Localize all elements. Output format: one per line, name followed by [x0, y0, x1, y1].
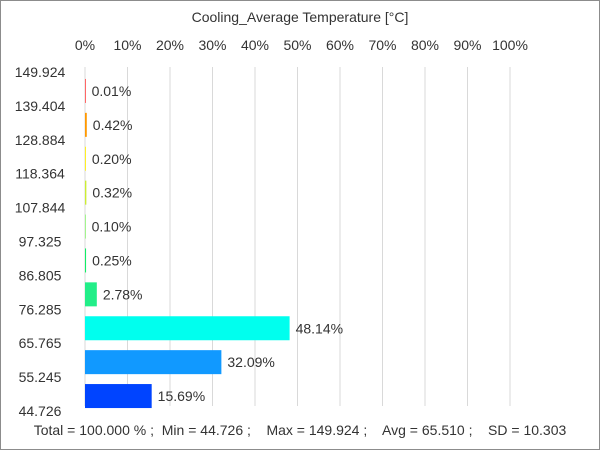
x-tick-labels: 0% 10% 20% 30% 40% 50% 60% 70% 80% 90% 100% [75, 37, 528, 53]
stat-sd: SD = 10.303 [488, 422, 567, 438]
histogram-bar [85, 248, 87, 273]
stat-min: Min = 44.726 [161, 422, 244, 438]
stat-sep-1: ; [146, 422, 162, 438]
x-tick-label: 30% [198, 37, 226, 53]
x-tick-label: 70% [368, 37, 396, 53]
bar-value-label: 0.10% [92, 219, 132, 235]
histogram-bar [85, 316, 290, 341]
data-labels: 0.01% 0.42% 0.20% 0.32% 0.10% 0.25% 2.78% 48.14… [92, 83, 343, 404]
y-tick-label: 149.924 [15, 64, 66, 80]
x-tick-label: 40% [241, 37, 269, 53]
bar-value-label: 2.78% [103, 286, 143, 302]
histogram-bar [85, 146, 86, 171]
bar-value-label: 0.32% [92, 185, 132, 201]
histogram-bar [85, 214, 86, 239]
x-tick-label: 10% [113, 37, 141, 53]
stat-sep-3: ; [359, 422, 383, 438]
y-tick-label: 44.726 [19, 403, 62, 419]
histogram-bar [85, 180, 87, 205]
x-tick-label: 100% [492, 37, 528, 53]
bar-value-label: 0.01% [92, 83, 132, 99]
y-tick-label: 86.805 [19, 267, 62, 283]
y-tick-label: 128.884 [15, 132, 66, 148]
histogram-bar [85, 384, 152, 409]
x-tick-label: 50% [283, 37, 311, 53]
histogram-bar [85, 78, 86, 103]
x-tick-label: 60% [326, 37, 354, 53]
histogram-bar [85, 112, 87, 137]
grid-layer [84, 67, 511, 406]
bar-value-label: 0.42% [93, 117, 133, 133]
summary-stats: Total = 100.000 % ; Min = 44.726 ; Max =… [0, 422, 600, 438]
bar-value-label: 48.14% [296, 320, 343, 336]
x-tick-label: 20% [156, 37, 184, 53]
y-tick-label: 139.404 [15, 98, 66, 114]
stat-sep-2: ; [243, 422, 267, 438]
stat-max: Max = 149.924 [266, 422, 360, 438]
y-tick-label: 118.364 [15, 166, 65, 182]
bar-value-label: 32.09% [227, 354, 274, 370]
bar-value-label: 0.25% [92, 252, 132, 268]
y-tick-label: 97.325 [19, 234, 62, 250]
stat-total: Total = 100.000 % [33, 422, 147, 438]
bar-value-label: 0.20% [92, 151, 132, 167]
x-tick-label: 0% [75, 37, 95, 53]
y-tick-label: 76.285 [19, 301, 62, 317]
x-tick-label: 90% [453, 37, 481, 53]
stat-avg: Avg = 65.510 [382, 422, 465, 438]
y-tick-label: 107.844 [15, 200, 66, 216]
y-tick-label: 55.245 [19, 369, 62, 385]
bar-value-label: 15.69% [158, 388, 205, 404]
bars [85, 78, 290, 409]
y-tick-labels: 149.924 139.404 128.884 118.364 107.844 97.32… [15, 64, 66, 419]
x-tick-label: 80% [411, 37, 439, 53]
stat-sep-4: ; [464, 422, 489, 438]
chart-title: Cooling_Average Temperature [°C] [191, 9, 409, 25]
histogram-bar [85, 282, 97, 307]
y-tick-label: 65.765 [19, 335, 62, 351]
histogram-bar [85, 350, 222, 375]
